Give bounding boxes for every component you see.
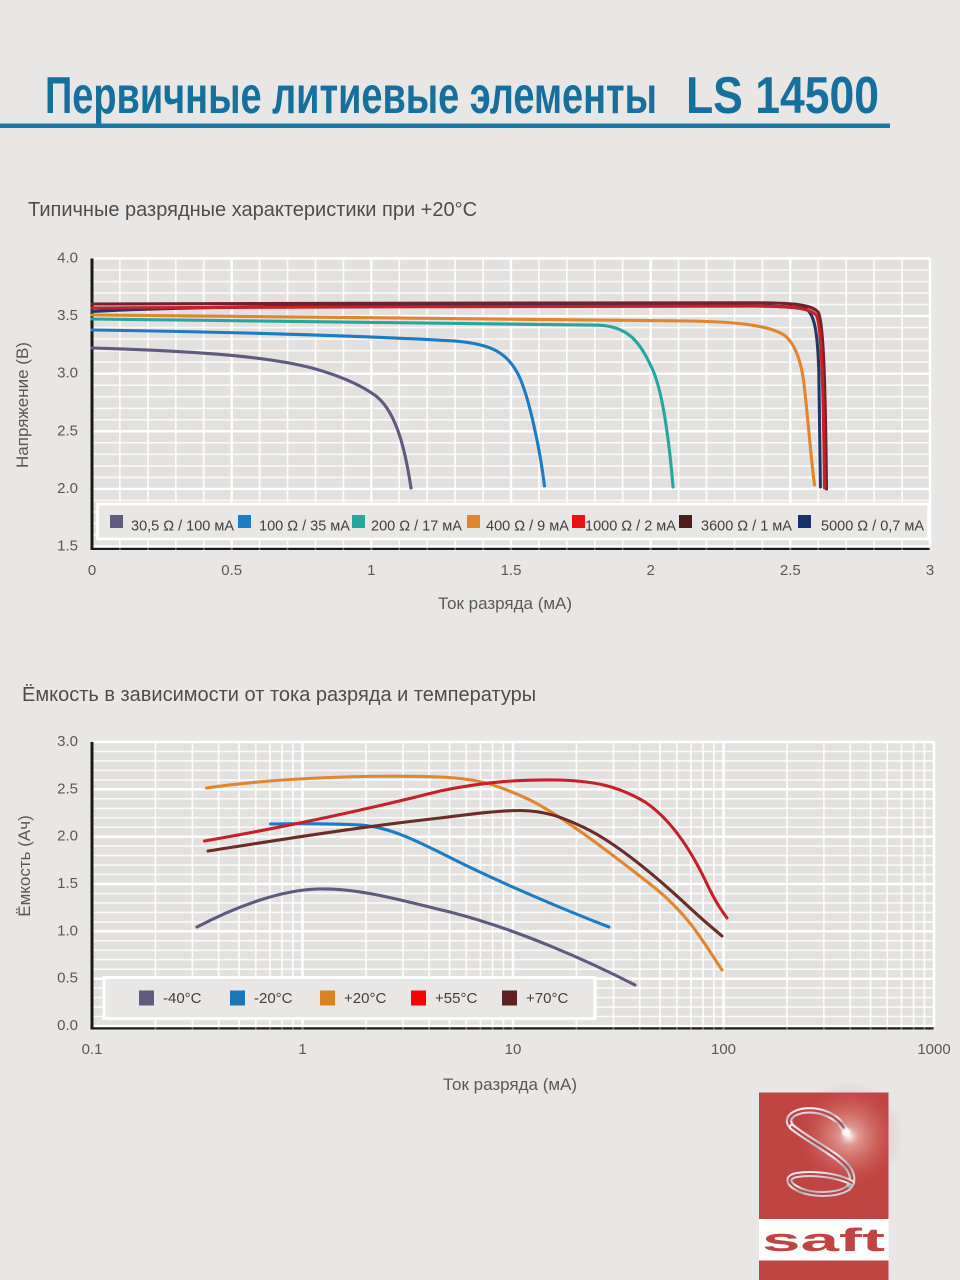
svg-text:+20°С: +20°С xyxy=(344,990,386,1007)
svg-text:3.5: 3.5 xyxy=(57,307,78,324)
svg-text:Ток разряда (мА): Ток разряда (мА) xyxy=(438,594,572,613)
svg-text:30,5 Ω / 100 мА: 30,5 Ω / 100 мА xyxy=(131,518,234,534)
svg-text:1.5: 1.5 xyxy=(501,562,522,579)
svg-text:2.0: 2.0 xyxy=(57,480,78,497)
svg-text:Первичные литиевые элементы: Первичные литиевые элементы xyxy=(45,67,657,125)
svg-text:4.0: 4.0 xyxy=(57,249,78,266)
svg-text:3: 3 xyxy=(926,562,934,579)
svg-text:Типичные разрядные характерист: Типичные разрядные характеристики при +2… xyxy=(28,199,477,221)
svg-text:100: 100 xyxy=(711,1041,736,1058)
svg-text:2.0: 2.0 xyxy=(57,828,78,845)
svg-text:3.0: 3.0 xyxy=(57,733,78,750)
svg-text:Ток разряда (мА): Ток разряда (мА) xyxy=(443,1075,577,1094)
svg-text:2.5: 2.5 xyxy=(57,780,78,797)
svg-text:0: 0 xyxy=(88,562,96,579)
svg-text:Ёмкость в зависимости от тока: Ёмкость в зависимости от тока разряда и … xyxy=(22,684,536,706)
svg-text:10: 10 xyxy=(505,1041,522,1058)
svg-text:100 Ω / 35 мА: 100 Ω / 35 мА xyxy=(259,518,350,534)
svg-text:2.5: 2.5 xyxy=(780,562,801,579)
svg-text:2.5: 2.5 xyxy=(57,422,78,439)
svg-text:saft: saft xyxy=(762,1222,886,1258)
svg-text:Ёмкость (Ач): Ёмкость (Ач) xyxy=(15,815,34,917)
svg-text:200 Ω / 17 мА: 200 Ω / 17 мА xyxy=(371,518,462,534)
svg-text:0.5: 0.5 xyxy=(221,562,242,579)
svg-text:5000 Ω / 0,7 мА: 5000 Ω / 0,7 мА xyxy=(821,518,924,534)
svg-text:3.0: 3.0 xyxy=(57,365,78,382)
svg-text:1.5: 1.5 xyxy=(57,537,78,554)
svg-text:-40°С: -40°С xyxy=(163,990,202,1007)
svg-text:0.5: 0.5 xyxy=(57,970,78,987)
svg-text:1.5: 1.5 xyxy=(57,875,78,892)
svg-text:-20°С: -20°С xyxy=(254,990,293,1007)
svg-text:Напряжение (В): Напряжение (В) xyxy=(13,342,32,468)
svg-text:+70°С: +70°С xyxy=(526,990,568,1007)
svg-text:1.0: 1.0 xyxy=(57,922,78,939)
svg-text:2: 2 xyxy=(646,562,654,579)
svg-text:+55°С: +55°С xyxy=(435,990,477,1007)
svg-text:1: 1 xyxy=(367,562,375,579)
svg-text:0.0: 0.0 xyxy=(57,1017,78,1034)
svg-text:400 Ω / 9 мА: 400 Ω / 9 мА xyxy=(486,518,569,534)
svg-text:1000: 1000 xyxy=(917,1041,950,1058)
svg-text:0.1: 0.1 xyxy=(82,1041,103,1058)
svg-text:1: 1 xyxy=(298,1041,306,1058)
svg-text:3600 Ω / 1 мА: 3600 Ω / 1 мА xyxy=(701,518,792,534)
svg-text:1000 Ω / 2 мА: 1000 Ω / 2 мА xyxy=(585,518,676,534)
svg-text:LS 14500: LS 14500 xyxy=(686,67,879,125)
